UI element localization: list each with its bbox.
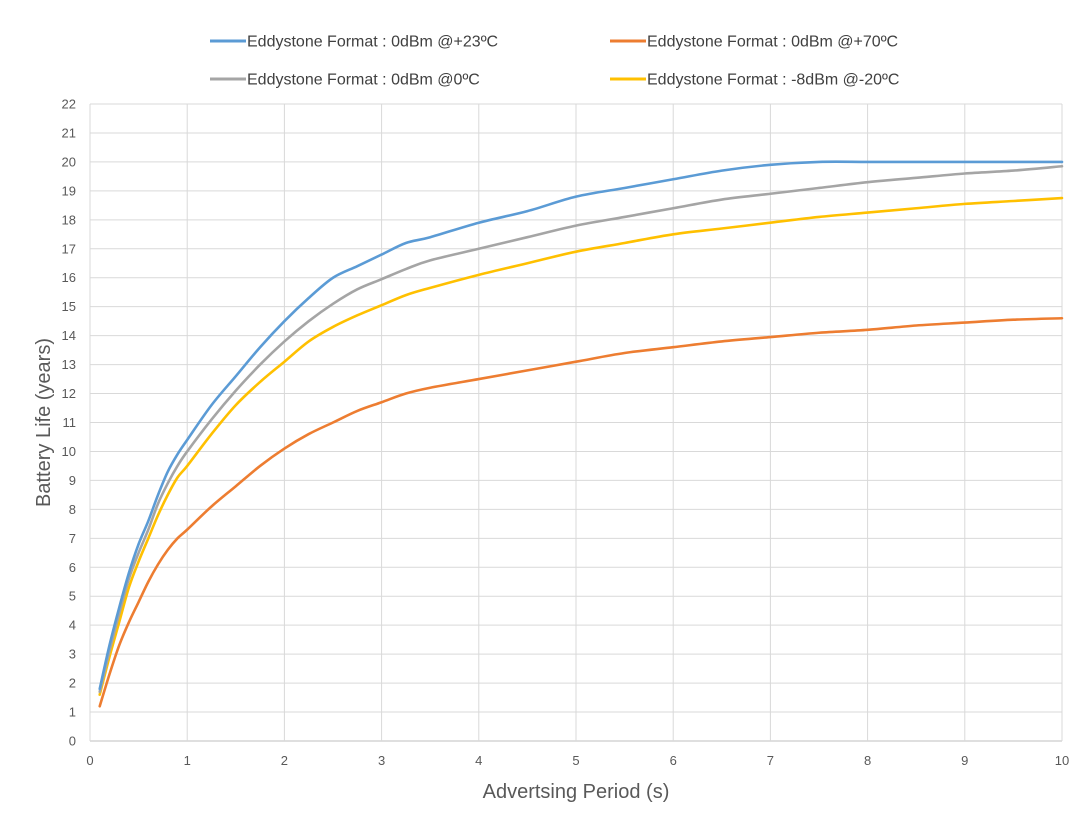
y-tick-label: 21 xyxy=(62,125,76,140)
y-tick-label: 5 xyxy=(69,589,76,604)
y-tick-label: 22 xyxy=(62,97,76,112)
y-tick-label: 16 xyxy=(62,270,76,285)
x-tick-label: 3 xyxy=(378,753,385,768)
y-tick-label: 7 xyxy=(69,531,76,546)
x-tick-label: 6 xyxy=(670,753,677,768)
series-line-1 xyxy=(100,162,1062,689)
x-tick-label: 10 xyxy=(1055,753,1069,768)
y-tick-label: 4 xyxy=(69,618,76,633)
y-tick-label: 2 xyxy=(69,676,76,691)
legend-label-3: Eddystone Format : 0dBm @0ºC xyxy=(247,72,480,89)
series-line-2 xyxy=(100,318,1062,706)
y-tick-label: 12 xyxy=(62,386,76,401)
series-layer xyxy=(100,162,1062,707)
y-tick-label: 18 xyxy=(62,212,76,227)
legend-label-2: Eddystone Format : 0dBm @+70ºC xyxy=(647,34,898,51)
y-tick-label: 11 xyxy=(63,415,77,430)
y-tick-label: 14 xyxy=(62,328,76,343)
legend-label-4: Eddystone Format : -8dBm @-20ºC xyxy=(647,72,899,89)
y-tick-label: 17 xyxy=(62,241,76,256)
x-axis-title: Advertsing Period (s) xyxy=(483,781,670,803)
y-tick-label: 6 xyxy=(69,560,76,575)
y-tick-label: 0 xyxy=(69,734,76,749)
y-tick-label: 3 xyxy=(69,647,76,662)
x-tick-label: 8 xyxy=(864,753,871,768)
y-tick-label: 9 xyxy=(69,473,76,488)
y-tick-label: 20 xyxy=(62,154,76,169)
grid-lines xyxy=(90,104,1062,741)
y-tick-label: 13 xyxy=(62,357,76,372)
x-tick-label: 1 xyxy=(184,753,191,768)
y-tick-label: 19 xyxy=(62,183,76,198)
y-tick-label: 15 xyxy=(62,299,76,314)
legend-label-1: Eddystone Format : 0dBm @+23ºC xyxy=(247,34,498,51)
series-line-3 xyxy=(100,166,1062,692)
x-tick-label: 5 xyxy=(572,753,579,768)
y-axis-title: Battery Life (years) xyxy=(33,338,55,507)
y-tick-label: 10 xyxy=(62,444,76,459)
x-tick-label: 7 xyxy=(767,753,774,768)
y-tick-label: 1 xyxy=(69,705,76,720)
y-tick-label: 8 xyxy=(69,502,76,517)
x-tick-label: 2 xyxy=(281,753,288,768)
legend: Eddystone Format : 0dBm @+23ºC Eddystone … xyxy=(210,34,899,89)
x-tick-label: 4 xyxy=(475,753,482,768)
series-line-4 xyxy=(100,198,1062,695)
x-tick-label: 0 xyxy=(86,753,93,768)
x-tick-label: 9 xyxy=(961,753,968,768)
